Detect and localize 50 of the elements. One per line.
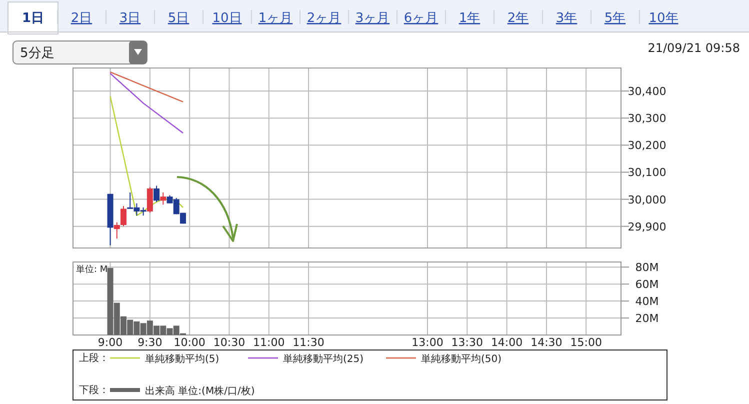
legend-title: 下段：	[79, 384, 109, 396]
text: 1日	[22, 11, 44, 26]
text: 5年	[604, 11, 626, 26]
legend-label: 出来高 単位:(M株/口/枚)	[145, 385, 255, 397]
y-tick-label: 30,100	[628, 166, 666, 180]
y-tick-label: 29,900	[628, 220, 666, 234]
line-series	[110, 96, 184, 216]
y-tick-label: 60M	[635, 278, 659, 292]
text: 10日	[212, 11, 242, 26]
y-tick-label: 80M	[635, 261, 659, 274]
x-tick-label: 11:30	[292, 336, 324, 349]
y-tick-label: 30,200	[628, 139, 666, 152]
text: 3年	[556, 11, 578, 26]
text: 3日	[119, 11, 141, 26]
candlestick	[120, 206, 126, 227]
x-tick-label: 14:30	[530, 336, 562, 349]
text: 2ヶ月	[306, 11, 342, 26]
text: 6ヶ月	[404, 11, 438, 26]
text: 3ヶ月	[355, 11, 390, 26]
text: 5分足	[20, 46, 54, 61]
x-tick-label: 10:00	[174, 336, 206, 349]
legend-label: 単純移動平均(5)	[145, 353, 220, 365]
x-tick-label: 11:00	[253, 336, 285, 349]
legend-label: 単純移動平均(25)	[283, 353, 364, 365]
text: 10年	[648, 11, 678, 26]
candlestick	[146, 186, 153, 214]
y-axis-title: 単位: M	[76, 264, 108, 275]
y-tick-label: 30,000	[628, 193, 666, 206]
x-tick-label: 9:30	[138, 336, 162, 349]
y-tick-label: 40M	[635, 295, 659, 308]
text: 5日	[168, 11, 190, 26]
text: 21/09/21 09:58	[648, 41, 740, 55]
x-tick-label: 9:00	[98, 336, 123, 349]
text: 1年	[458, 11, 480, 26]
legend-label: 単純移動平均(50)	[421, 353, 502, 365]
candlestick	[114, 222, 120, 240]
x-tick-label: 15:00	[570, 336, 602, 349]
x-tick-label: 13:00	[412, 336, 444, 349]
candlestick	[154, 185, 160, 202]
candlestick	[160, 192, 166, 206]
y-tick-label: 20M	[635, 312, 659, 326]
text: 2日	[70, 11, 92, 26]
x-tick-label: 14:00	[490, 336, 523, 349]
text: 2年	[507, 11, 529, 26]
y-tick-label: 30,300	[628, 112, 666, 126]
text: 1ヶ月	[258, 11, 293, 26]
y-tick-label: 30,400	[628, 85, 666, 98]
legend-title: 上段：	[79, 352, 109, 364]
x-tick-label: 13:30	[451, 336, 483, 349]
x-tick-label: 10:30	[213, 336, 246, 349]
